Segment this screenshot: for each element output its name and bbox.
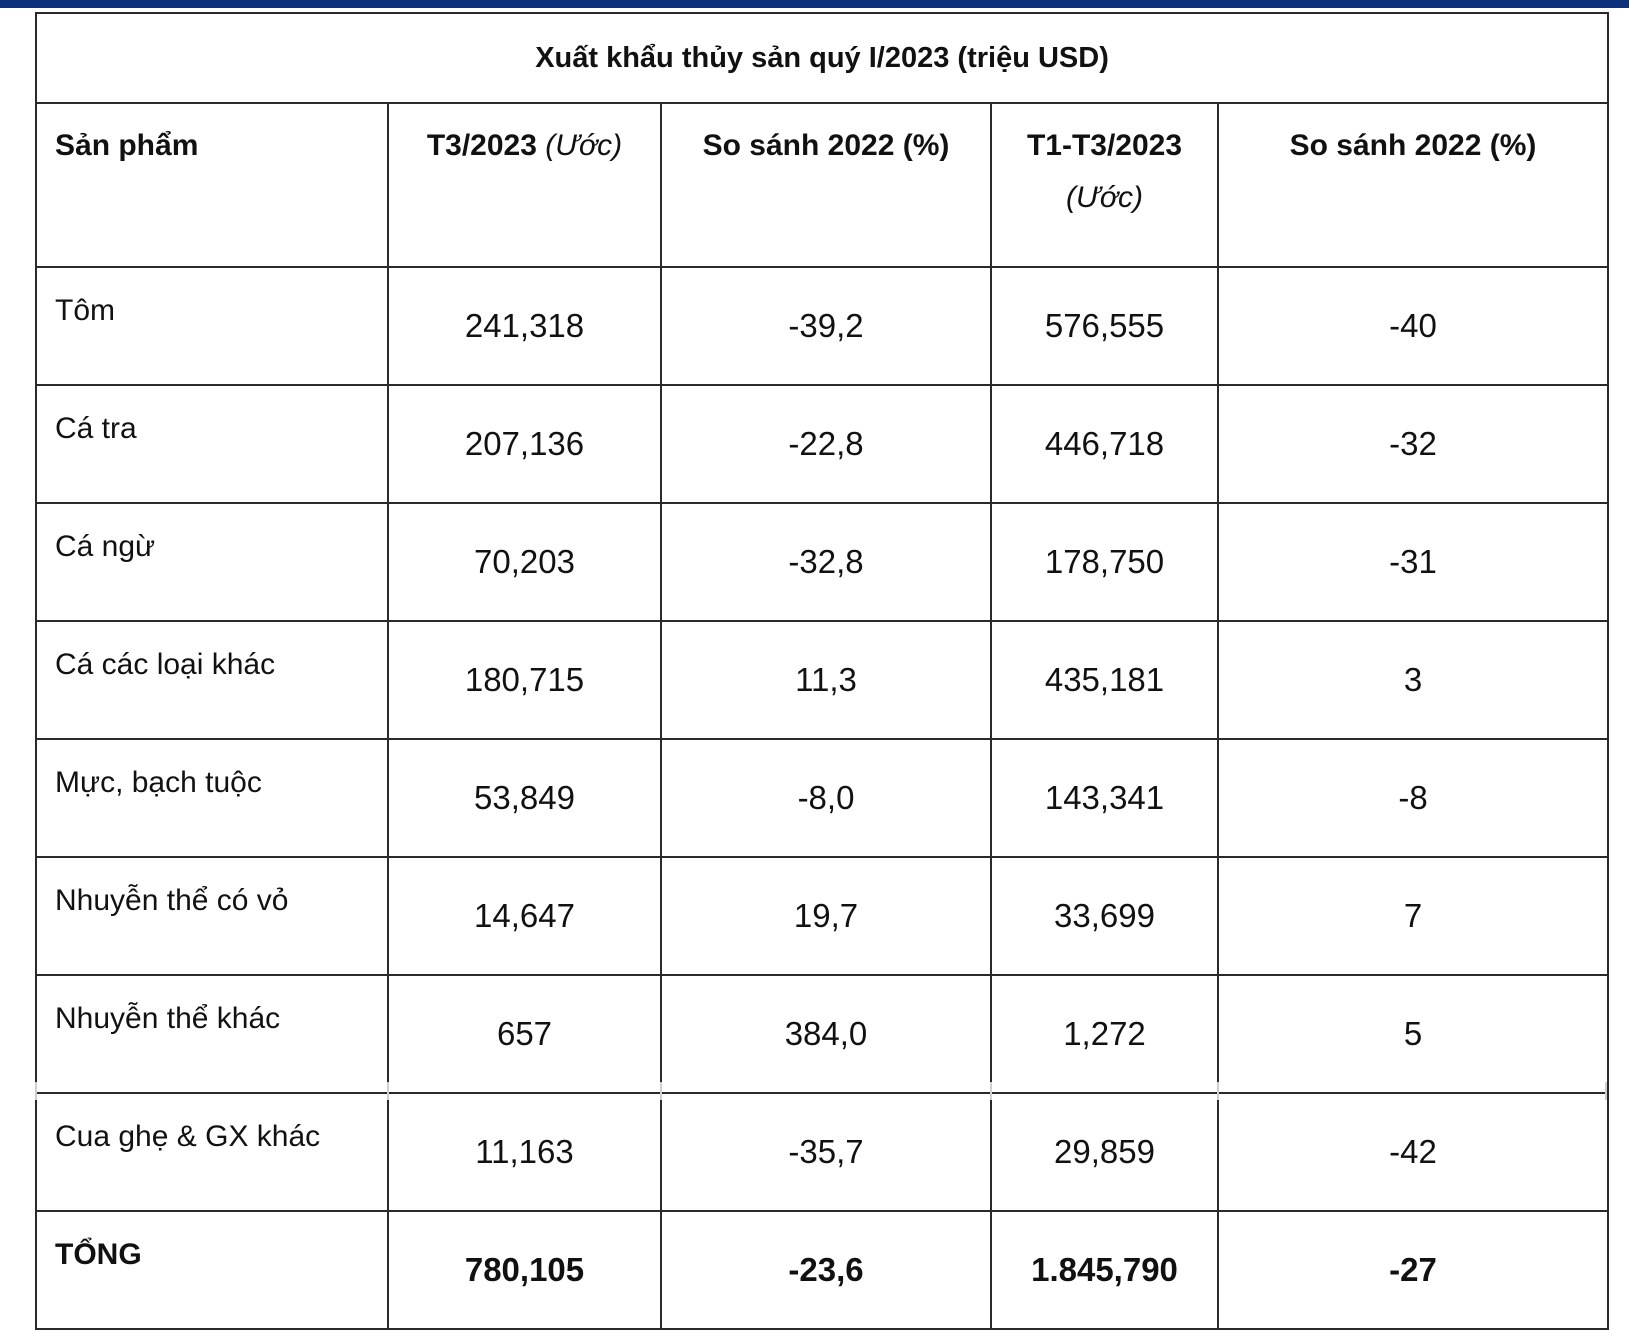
title-row: Xuất khẩu thủy sản quý I/2023 (triệu USD…	[34, 12, 1610, 104]
table-title: Xuất khẩu thủy sản quý I/2023 (triệu USD…	[34, 12, 1610, 104]
cell-q1-value: 143,341	[990, 738, 1219, 858]
seafood-export-table: Xuất khẩu thủy sản quý I/2023 (triệu USD…	[34, 12, 1610, 1330]
cell-product: Nhuyễn thể có vỏ	[35, 856, 389, 976]
table-row: Cá các loại khác 180,715 11,3 435,181 3	[35, 620, 1610, 740]
cell-product: Cá ngừ	[35, 502, 389, 622]
cell-q1-compare: -8	[1216, 738, 1610, 858]
header-sublabel: (Ước)	[1066, 181, 1143, 214]
table-continuation-line	[660, 1082, 662, 1100]
cell-product: Nhuyễn thể khác	[35, 974, 389, 1094]
cell-q1-compare: -42	[1216, 1092, 1610, 1212]
table-row: Cá tra 207,136 -22,8 446,718 -32	[35, 384, 1610, 504]
header-label: Sản phẩm	[55, 129, 199, 162]
cell-t3-compare: -22,8	[660, 384, 992, 504]
cell-t3-value: 14,647	[387, 856, 662, 976]
cell-q1-value: 446,718	[990, 384, 1219, 504]
cell-t3-value: 207,136	[387, 384, 662, 504]
header-t1-t3-2023: T1-T3/2023 (Ước)	[990, 102, 1219, 268]
cell-q1-value: 178,750	[990, 502, 1219, 622]
table-row: Cua ghẹ & GX khác 11,163 -35,7 29,859 -4…	[35, 1092, 1610, 1212]
header-sublabel: (Ước)	[545, 129, 623, 162]
cell-product: Cá tra	[35, 384, 389, 504]
header-label: So sánh 2022 (%)	[1289, 129, 1537, 162]
cell-t3-compare: 384,0	[660, 974, 992, 1094]
cell-t3-value: 11,163	[387, 1092, 662, 1212]
cell-q1-value: 29,859	[990, 1092, 1219, 1212]
cell-product: Cua ghẹ & GX khác	[35, 1092, 389, 1212]
cell-q1-compare: 3	[1216, 620, 1610, 740]
cell-total-label: TỔNG	[35, 1210, 389, 1330]
cell-t3-compare: 19,7	[660, 856, 992, 976]
cell-t3-compare: -8,0	[660, 738, 992, 858]
header-t3-2023: T3/2023 (Ước)	[387, 102, 662, 268]
header-label: So sánh 2022 (%)	[702, 129, 950, 162]
header-compare-2022-monthly: So sánh 2022 (%)	[660, 102, 992, 268]
header-row: Sản phẩm T3/2023 (Ước) So sánh 2022 (%) …	[35, 102, 1610, 268]
cell-t3-compare: -39,2	[660, 266, 992, 386]
cell-product: Mực, bạch tuộc	[35, 738, 389, 858]
table-row: Nhuyễn thể có vỏ 14,647 19,7 33,699 7	[35, 856, 1610, 976]
cell-q1-compare: -32	[1216, 384, 1610, 504]
table-continuation-line	[1605, 1082, 1607, 1100]
table-continuation-line	[990, 1082, 992, 1100]
cell-t3-compare: -35,7	[660, 1092, 992, 1212]
cell-t3-compare: -32,8	[660, 502, 992, 622]
cell-total-t3-value: 780,105	[387, 1210, 662, 1330]
cell-t3-value: 53,849	[387, 738, 662, 858]
cell-q1-compare: 5	[1216, 974, 1610, 1094]
header-compare-2022-quarter: So sánh 2022 (%)	[1216, 102, 1610, 268]
total-row: TỔNG 780,105 -23,6 1.845,790 -27	[35, 1210, 1610, 1330]
cell-product: Tôm	[35, 266, 389, 386]
cell-q1-compare: 7	[1216, 856, 1610, 976]
cell-q1-value: 435,181	[990, 620, 1219, 740]
header-product: Sản phẩm	[35, 102, 389, 268]
table-continuation-line	[387, 1082, 389, 1100]
cell-total-q1-compare: -27	[1216, 1210, 1610, 1330]
top-accent-bar	[0, 0, 1629, 8]
cell-t3-value: 241,318	[387, 266, 662, 386]
table-continuation-line	[1217, 1082, 1219, 1100]
table-row: Mực, bạch tuộc 53,849 -8,0 143,341 -8	[35, 738, 1610, 858]
cell-q1-compare: -31	[1216, 502, 1610, 622]
cell-total-q1-value: 1.845,790	[990, 1210, 1219, 1330]
cell-t3-compare: 11,3	[660, 620, 992, 740]
header-label: T1-T3/2023	[1026, 129, 1183, 162]
cell-product: Cá các loại khác	[35, 620, 389, 740]
cell-total-t3-compare: -23,6	[660, 1210, 992, 1330]
cell-q1-value: 1,272	[990, 974, 1219, 1094]
table-row: Tôm 241,318 -39,2 576,555 -40	[35, 266, 1610, 386]
cell-t3-value: 180,715	[387, 620, 662, 740]
table-row: Cá ngừ 70,203 -32,8 178,750 -31	[35, 502, 1610, 622]
table-continuation-line	[35, 1082, 37, 1100]
cell-q1-value: 33,699	[990, 856, 1219, 976]
header-label: T3/2023	[426, 129, 537, 162]
cell-q1-value: 576,555	[990, 266, 1219, 386]
cell-t3-value: 70,203	[387, 502, 662, 622]
cell-t3-value: 657	[387, 974, 662, 1094]
cell-q1-compare: -40	[1216, 266, 1610, 386]
table-row: Nhuyễn thể khác 657 384,0 1,272 5	[35, 974, 1610, 1094]
